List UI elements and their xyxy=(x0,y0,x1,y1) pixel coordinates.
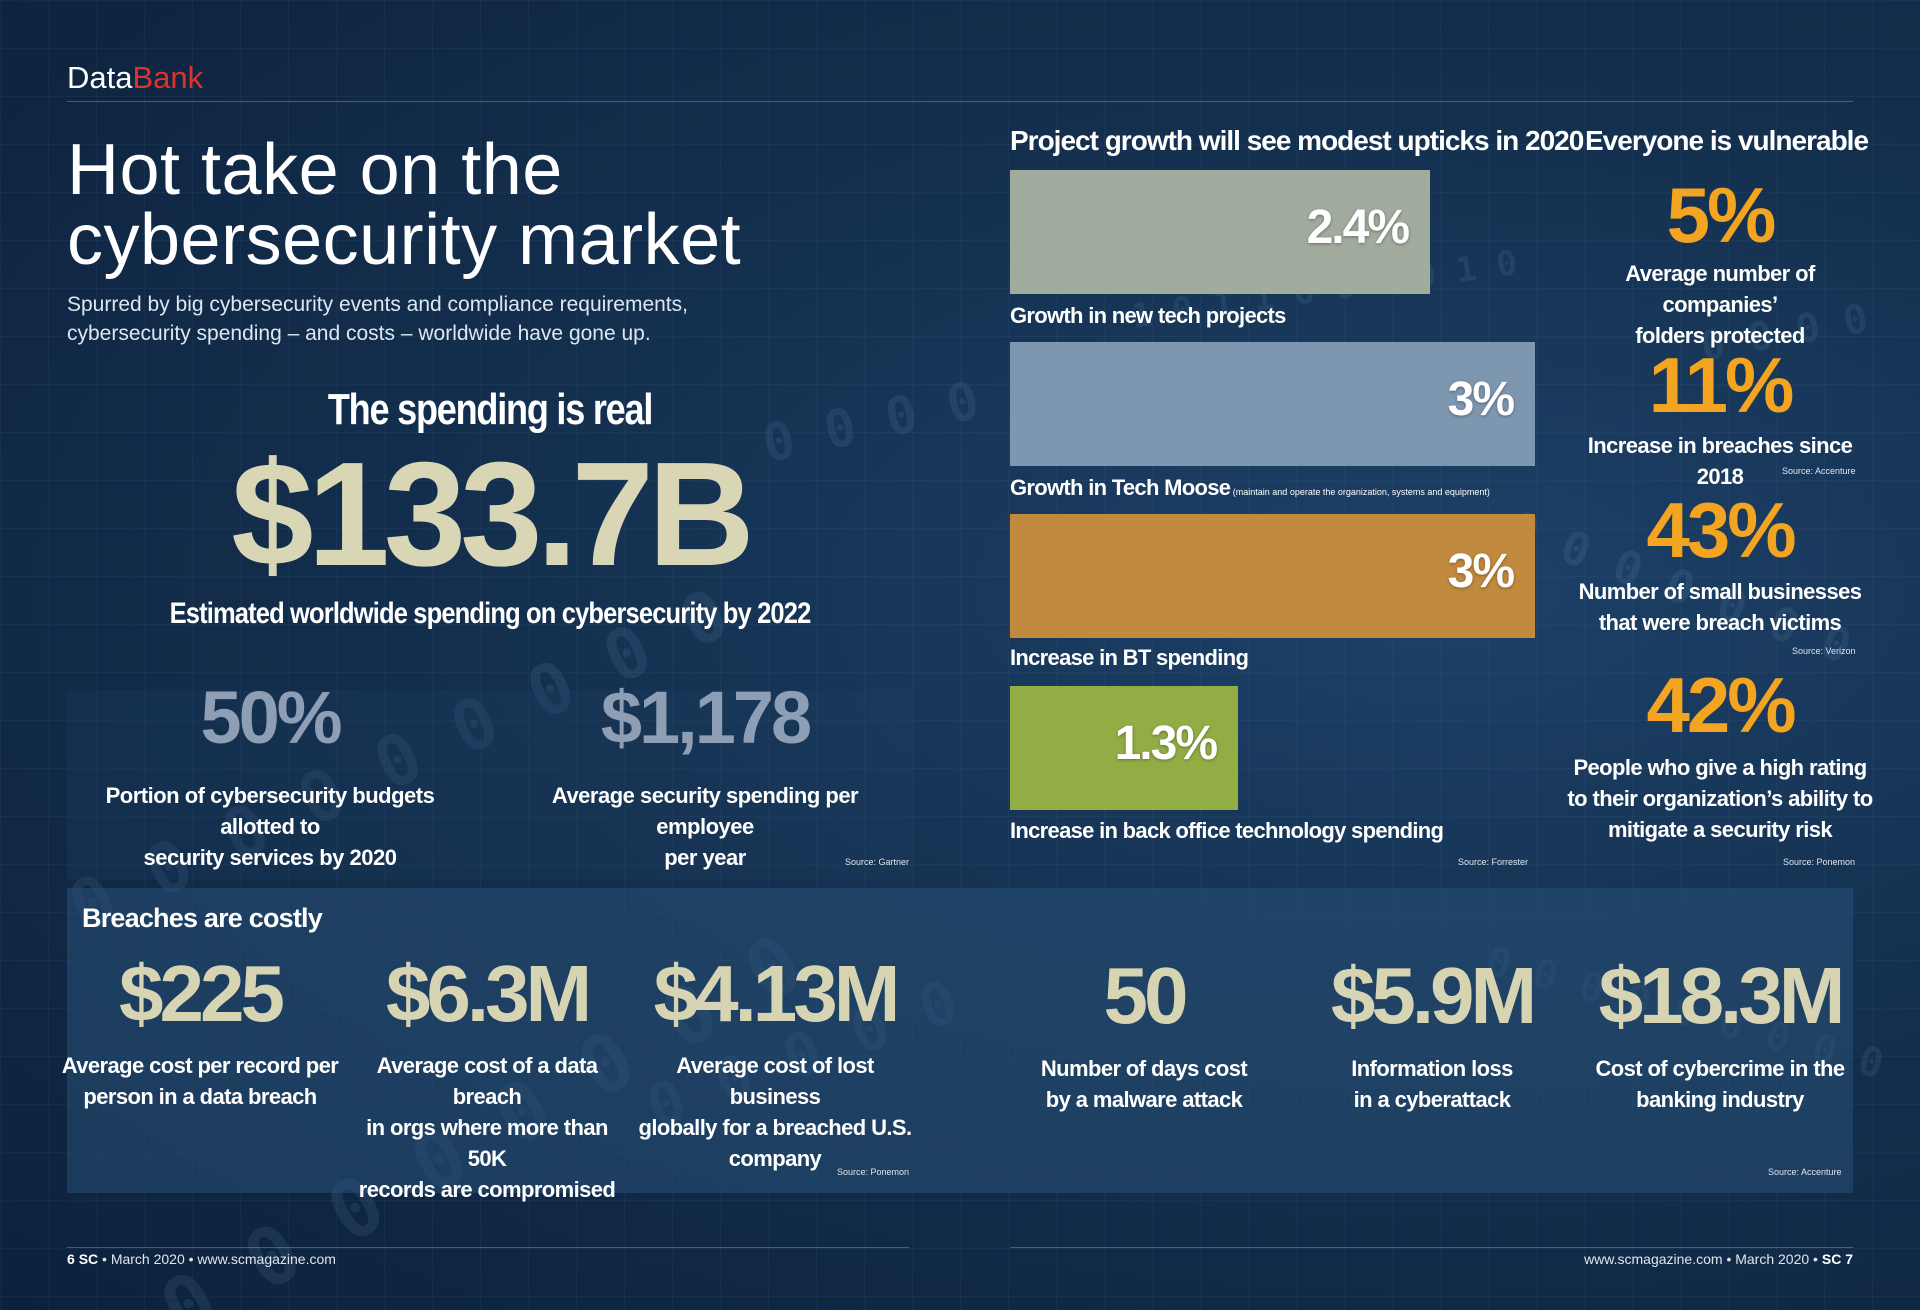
footer-right-page: 7 xyxy=(1845,1251,1853,1267)
vuln-stat-value: 5% xyxy=(1666,171,1777,259)
vuln-stat-line1: Average number of companies’ xyxy=(1625,261,1815,317)
vulnerable-title: Everyone is vulnerable xyxy=(1585,125,1869,156)
per-employee-description: Average security spending per employee p… xyxy=(505,780,905,873)
breach-stat-description: Average cost per record per person in a … xyxy=(60,1050,340,1112)
breach-stat-value: 50 xyxy=(1103,951,1189,1040)
breach-stat-line1: Number of days cost xyxy=(1040,1056,1248,1081)
budget-share-line1: Portion of cybersecurity budgets allotte… xyxy=(105,783,435,839)
growth-bar-value: 3% xyxy=(1447,373,1515,426)
growth-bar-label: Growth in new tech projects xyxy=(1010,303,1286,328)
vuln-stat-description: Number of small businesses that were bre… xyxy=(1565,576,1875,638)
footer-left-mag: SC xyxy=(78,1251,99,1267)
breach-stat-line2: in orgs where more than 50K xyxy=(366,1115,608,1171)
vuln-stat-value: 42% xyxy=(1646,661,1796,749)
breach-stat-line2: person in a data breach xyxy=(83,1084,317,1109)
growth-bar: 1.3% xyxy=(1010,686,1238,810)
brand-part2: Bank xyxy=(132,60,204,95)
vuln-stat-line1: Increase in breaches since 2018 xyxy=(1587,433,1853,489)
breach-stat-line1: Cost of cybercrime in the xyxy=(1595,1056,1845,1081)
growth-bar: 3% xyxy=(1010,342,1535,466)
breach-stat-line1: Average cost per record per xyxy=(61,1053,339,1078)
page-title-line2: cybersecurity market xyxy=(67,200,742,280)
growth-bar: 2.4% xyxy=(1010,170,1430,294)
vuln-stat-value: 43% xyxy=(1646,486,1796,574)
spending-heading: The spending is real xyxy=(327,385,653,434)
vuln-stat-source: Source: Verizon xyxy=(1792,646,1856,656)
footer-left-text: • March 2020 • www.scmagazine.com xyxy=(102,1251,336,1267)
footer-rule-right xyxy=(1010,1247,1853,1248)
breach-stat-value: $6.3M xyxy=(385,949,592,1038)
breach-stat-description: Average cost of lost business globally f… xyxy=(635,1050,915,1174)
page-title: Hot take on the cybersecurity market xyxy=(67,130,742,280)
growth-bar-label: Increase in back office technology spend… xyxy=(1010,818,1444,843)
breach-stat-value: $4.13M xyxy=(653,949,901,1038)
vuln-stat-line2: folders protected xyxy=(1635,323,1805,348)
breach-stat-value: $5.9M xyxy=(1330,951,1537,1040)
spending-description: Estimated worldwide spending on cybersec… xyxy=(169,597,812,630)
vuln-stat-description: Average number of companies’ folders pro… xyxy=(1565,258,1875,351)
footer-right-mag: SC xyxy=(1821,1251,1842,1267)
breach-stat-value: $225 xyxy=(119,949,285,1038)
per-employee-line2: per year xyxy=(664,845,746,870)
vuln-stat-source: Source: Ponemon xyxy=(1783,857,1856,867)
spending-source: Source: Gartner xyxy=(845,857,910,867)
breach-stat-line3: records are compromised xyxy=(358,1177,616,1202)
breach-stat-line3: company xyxy=(728,1146,822,1171)
vuln-stat-line1: People who give a high rating xyxy=(1573,755,1867,780)
growth-bar-footnote: (maintain and operate the organization, … xyxy=(1230,487,1490,497)
vuln-stat-description: People who give a high rating to their o… xyxy=(1565,752,1875,845)
breach-stat-description: Information loss in a cyberattack xyxy=(1292,1053,1572,1115)
breach-stat-line1: Average cost of lost business xyxy=(676,1053,874,1109)
budget-share-line2: security services by 2020 xyxy=(143,845,397,870)
breach-stat-description: Number of days cost by a malware attack xyxy=(1004,1053,1284,1115)
subtitle-line1: Spurred by big cybersecurity events and … xyxy=(67,293,688,316)
breach-stat-line2: by a malware attack xyxy=(1045,1087,1243,1112)
footer-rule-left xyxy=(67,1247,909,1248)
breach-stat-line1: Information loss xyxy=(1351,1056,1513,1081)
growth-bar-label: Growth in Tech Moose (maintain and opera… xyxy=(1010,475,1490,500)
breach-stat-value: $18.3M xyxy=(1598,951,1846,1040)
spending-value: $133.7B xyxy=(231,432,755,597)
breach-stat-description: Cost of cybercrime in the banking indust… xyxy=(1580,1053,1860,1115)
budget-share-value: 50% xyxy=(200,676,342,759)
vuln-stat-line2: that were breach victims xyxy=(1598,610,1842,635)
databank-logo: DataBank xyxy=(67,60,203,96)
footer-left-page: 6 xyxy=(67,1251,75,1267)
footer-right: www.scmagazine.com • March 2020 • SC 7 xyxy=(1584,1251,1853,1267)
footer-right-text: www.scmagazine.com • March 2020 • xyxy=(1584,1251,1818,1267)
subtitle-line2: cybersecurity spending – and costs – wor… xyxy=(67,322,651,345)
vuln-stat-description: Increase in breaches since 2018 xyxy=(1565,430,1875,492)
page-subtitle: Spurred by big cybersecurity events and … xyxy=(67,290,747,348)
growth-bar-value: 1.3% xyxy=(1114,717,1218,770)
vuln-stat-source: Source: Accenture xyxy=(1782,466,1856,476)
growth-bar: 3% xyxy=(1010,514,1535,638)
vuln-stat-value: 11% xyxy=(1648,341,1795,429)
breach-stat-line2: banking industry xyxy=(1636,1087,1804,1112)
growth-chart-source: Source: Forrester xyxy=(1458,857,1529,867)
footer-left: 6 SC • March 2020 • www.scmagazine.com xyxy=(67,1251,336,1267)
growth-bar-value: 2.4% xyxy=(1306,201,1410,254)
breaches-source-right: Source: Accenture xyxy=(1768,1167,1842,1177)
breaches-title: Breaches are costly xyxy=(82,903,323,933)
per-employee-value: $1,178 xyxy=(600,676,812,759)
page-title-line1: Hot take on the xyxy=(67,130,563,210)
header-rule xyxy=(67,101,1853,102)
brand-part1: Data xyxy=(67,60,133,95)
growth-chart-title: Project growth will see modest upticks i… xyxy=(1010,125,1584,156)
per-employee-line1: Average security spending per employee xyxy=(551,783,859,839)
breach-stat-line2: in a cyberattack xyxy=(1353,1087,1511,1112)
breach-stat-line1: Average cost of a data breach xyxy=(376,1053,598,1109)
vuln-stat-line2: to their organization’s ability to xyxy=(1567,786,1873,811)
budget-share-description: Portion of cybersecurity budgets allotte… xyxy=(70,780,470,873)
growth-bar-label: Increase in BT spending xyxy=(1010,645,1249,670)
vuln-stat-line1: Number of small businesses xyxy=(1578,579,1862,604)
breaches-panel xyxy=(67,888,1853,1193)
growth-bar-value: 3% xyxy=(1447,545,1515,598)
breach-stat-line2: globally for a breached U.S. xyxy=(638,1115,913,1140)
spending-stats-panel xyxy=(67,690,912,880)
vuln-stat-line3: mitigate a security risk xyxy=(1607,817,1833,842)
breaches-source-left: Source: Ponemon xyxy=(837,1167,910,1177)
breach-stat-description: Average cost of a data breach in orgs wh… xyxy=(347,1050,627,1205)
